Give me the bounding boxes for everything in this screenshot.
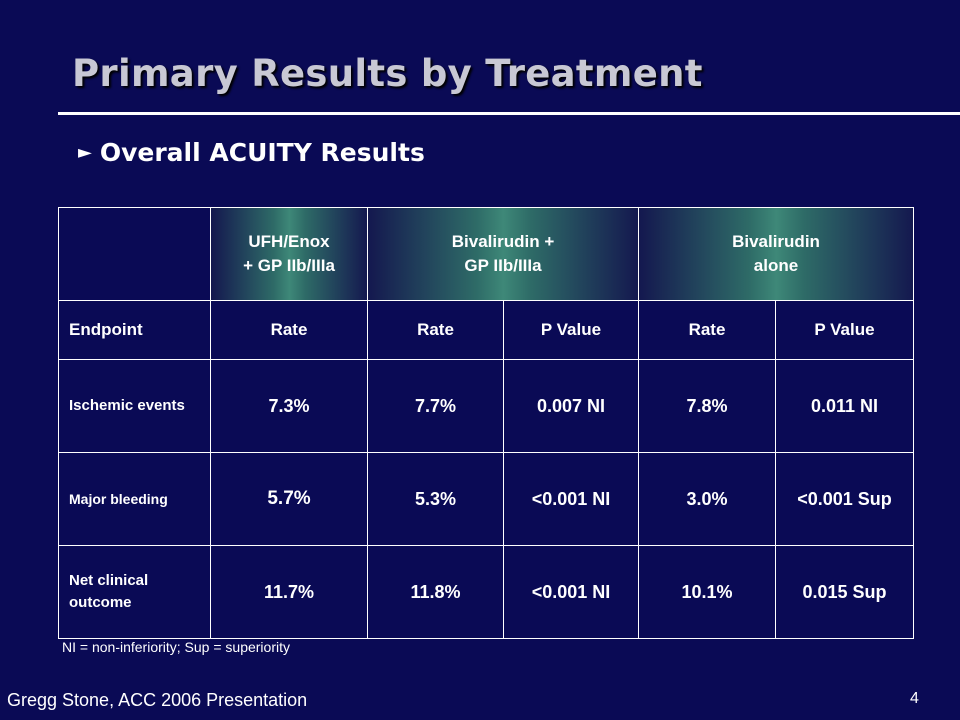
column-header-row: Endpoint Rate Rate P Value Rate P Value <box>58 300 915 360</box>
header-empty-cell <box>58 207 211 301</box>
column-header: Rate <box>367 300 504 360</box>
row-label: Major bleeding <box>58 452 211 546</box>
bullet-item: ► Overall ACUITY Results <box>78 138 425 167</box>
slide-title: Primary Results by Treatment <box>72 52 703 95</box>
column-header: Rate <box>210 300 368 360</box>
group-header-line: alone <box>753 256 799 275</box>
results-table: UFH/Enox + GP IIb/IIIa Bivalirudin + GP II… <box>58 207 915 639</box>
table-row: Net clinical outcome 11.7% 11.8% <0.001 … <box>58 545 915 639</box>
table-row: Ischemic events 7.3% 7.7% 0.007 NI 7.8% … <box>58 359 915 453</box>
page-number: 4 <box>910 690 919 707</box>
group-header-bival-gp: Bivalirudin + GP IIb/IIIa <box>367 207 639 301</box>
group-header-line: + GP IIb/IIIa <box>243 256 335 275</box>
table-row: Major bleeding 5.7% 5.3% <0.001 NI 3.0% … <box>58 452 915 546</box>
group-header-line: Bivalirudin <box>732 232 820 251</box>
row-label: Ischemic events <box>58 359 211 453</box>
table-cell: 0.007 NI <box>503 359 639 453</box>
title-divider <box>58 112 960 115</box>
group-header-line: GP IIb/IIIa <box>464 256 542 275</box>
table-cell: 5.7% <box>210 452 368 546</box>
table-cell: 7.8% <box>638 359 776 453</box>
table-cell: 7.3% <box>210 359 368 453</box>
group-header-line: Bivalirudin + <box>451 232 555 251</box>
group-header-ufh: UFH/Enox + GP IIb/IIIa <box>210 207 368 301</box>
table-cell: 3.0% <box>638 452 776 546</box>
bullet-text: Overall ACUITY Results <box>99 138 425 167</box>
source-citation: Gregg Stone, ACC 2006 Presentation <box>7 690 308 710</box>
group-header-row: UFH/Enox + GP IIb/IIIa Bivalirudin + GP II… <box>58 207 915 301</box>
group-header-bival-alone: Bivalirudin alone <box>637 207 915 301</box>
table-cell: 7.7% <box>367 359 504 453</box>
column-header: P Value <box>774 300 915 360</box>
table-cell: 10.1% <box>638 545 776 639</box>
table-cell: 11.8% <box>367 545 504 639</box>
footnote: NI = non-inferiority; Sup = superiority <box>62 639 290 655</box>
column-header: Rate <box>638 300 776 360</box>
row-label: Net clinical outcome <box>58 545 211 639</box>
group-header-line: UFH/Enox <box>248 232 330 251</box>
column-header: P Value <box>503 300 639 360</box>
table-cell: <0.001 Sup <box>774 452 915 546</box>
table-cell: 5.3% <box>367 452 504 546</box>
table-cell: 0.011 NI <box>774 359 915 453</box>
table-cell: <0.001 NI <box>503 452 639 546</box>
table-cell: 11.7% <box>210 545 368 639</box>
triangle-bullet-icon: ► <box>78 142 92 163</box>
table-cell: 0.015 Sup <box>774 545 915 639</box>
column-header: Endpoint <box>58 300 211 360</box>
table-cell: <0.001 NI <box>503 545 639 639</box>
